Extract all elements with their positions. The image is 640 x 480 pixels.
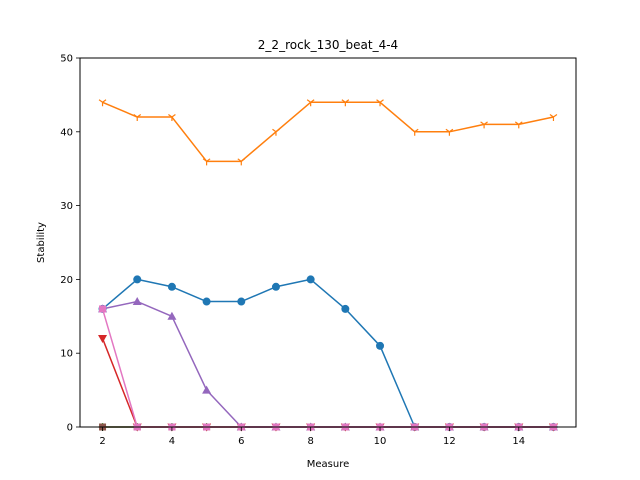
data-point: [271, 282, 280, 291]
data-point: [132, 297, 142, 306]
data-point: [376, 341, 385, 350]
data-point: [376, 99, 384, 107]
x-axis-label: Measure: [307, 459, 350, 470]
data-point: [410, 128, 419, 136]
y-tick-label: 0: [67, 423, 73, 434]
data-point: [445, 128, 454, 136]
x-tick-label: 14: [512, 436, 525, 447]
x-tick-label: 10: [374, 436, 387, 447]
data-point: [514, 121, 523, 129]
x-tick-label: 12: [443, 436, 456, 447]
x-axis: 2 4 6 8 10 12 14: [99, 427, 525, 447]
data-point: [202, 385, 212, 394]
y-tick-label: 20: [60, 275, 73, 286]
data-point: [480, 121, 488, 129]
data-point: [167, 311, 177, 320]
data-point: [341, 99, 350, 107]
data-point: [549, 114, 558, 122]
series-line: [102, 101, 554, 163]
data-point: [168, 114, 176, 122]
series-2: [98, 99, 558, 166]
y-axis-label: Stability: [36, 222, 47, 263]
y-tick-label: 40: [60, 127, 73, 138]
y-axis: 0 10 20 30 40 50: [60, 54, 80, 434]
data-point: [272, 128, 280, 136]
data-point: [133, 275, 142, 284]
data-point: [237, 297, 246, 306]
data-point: [99, 305, 107, 313]
data-point: [341, 304, 350, 313]
data-point: [167, 282, 176, 291]
data-point: [98, 334, 108, 343]
x-tick-label: 4: [169, 436, 175, 447]
data-point: [202, 297, 211, 306]
data-point: [306, 99, 315, 107]
data-point: [98, 99, 107, 107]
x-tick-label: 8: [307, 436, 313, 447]
x-tick-label: 2: [99, 436, 105, 447]
data-point: [237, 158, 246, 166]
data-point: [202, 158, 211, 166]
data-point: [133, 114, 142, 122]
plot-frame: [79, 57, 577, 428]
y-tick-label: 30: [60, 201, 73, 212]
y-tick-label: 10: [60, 349, 73, 360]
x-tick-label: 6: [238, 436, 244, 447]
data-point: [306, 275, 315, 284]
y-tick-label: 50: [60, 54, 73, 65]
chart-title: 2_2_rock_130_beat_4-4: [258, 38, 398, 52]
